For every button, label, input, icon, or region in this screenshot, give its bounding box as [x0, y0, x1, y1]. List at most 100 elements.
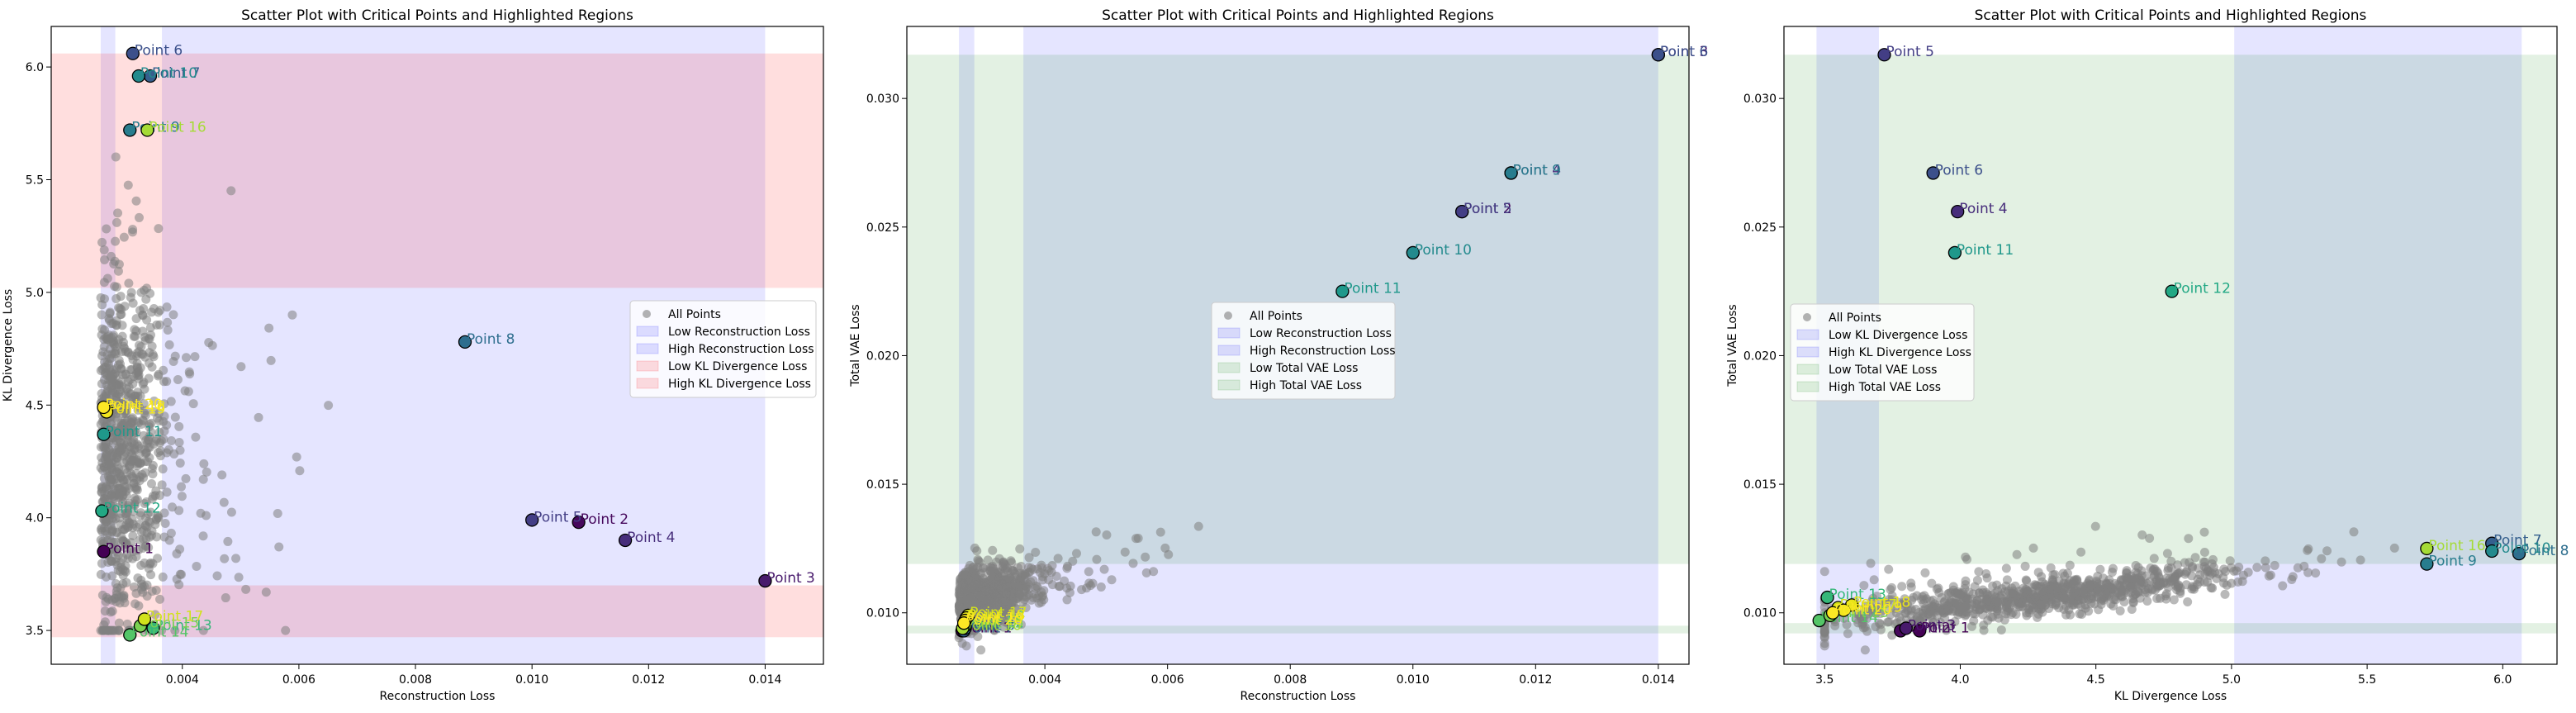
background-point	[1843, 629, 1853, 639]
background-point	[2134, 579, 2144, 589]
background-point	[1004, 573, 1014, 583]
background-point	[1016, 562, 1026, 572]
legend-entry: High KL Divergence Loss	[668, 378, 811, 391]
background-point	[198, 474, 208, 484]
critical-point-label-18: Point 18	[108, 399, 165, 416]
legend-entry: Low Reconstruction Loss	[668, 326, 810, 339]
background-point	[135, 444, 145, 454]
background-point	[153, 512, 163, 522]
background-point	[1131, 534, 1141, 544]
background-point	[145, 507, 155, 517]
background-point	[119, 476, 129, 486]
background-point	[100, 617, 110, 627]
background-point	[2118, 592, 2128, 601]
background-point	[2199, 547, 2209, 557]
legend-entry: Low Total VAE Loss	[1829, 364, 1937, 377]
background-point	[121, 538, 131, 548]
background-point	[2038, 584, 2048, 594]
chart-panel-2: Point 1 Point 2 Point 3 Point 4 Point 5 Point…	[849, 7, 1708, 703]
x-tick-label: 0.006	[282, 673, 315, 687]
background-point	[2181, 580, 2191, 590]
background-point	[2023, 588, 2033, 598]
critical-point-label-16: Point 16	[149, 119, 206, 135]
background-point	[1062, 595, 1072, 605]
background-point	[2093, 571, 2103, 581]
background-point	[155, 491, 165, 501]
critical-point-label-3: Point 3	[1908, 617, 1956, 634]
background-point	[1970, 582, 1980, 592]
critical-point-label-12: Point 12	[2174, 281, 2231, 297]
region-3	[51, 585, 823, 638]
critical-point-10	[131, 69, 145, 83]
background-point	[2000, 615, 2009, 625]
background-point	[1014, 588, 1024, 598]
background-point	[1141, 568, 1151, 578]
background-point	[154, 224, 164, 234]
background-point	[114, 618, 124, 628]
background-point	[2134, 587, 2144, 597]
legend-box	[1211, 302, 1396, 400]
background-point	[107, 516, 117, 525]
background-point	[2128, 598, 2138, 608]
background-point	[1032, 564, 1042, 574]
region-1	[959, 26, 975, 664]
background-point	[2021, 575, 2031, 585]
background-point	[266, 355, 276, 365]
background-point	[993, 594, 1003, 604]
legend-entry: Low KL Divergence Loss	[668, 360, 807, 373]
background-point	[2311, 568, 2321, 578]
background-point	[2086, 592, 2096, 602]
y-tick-label: 6.0	[26, 61, 44, 74]
background-point	[136, 419, 146, 429]
background-point	[2222, 580, 2232, 590]
background-point	[1092, 554, 1102, 564]
background-point	[134, 373, 144, 383]
background-point	[198, 625, 208, 635]
background-point	[1883, 617, 1893, 627]
background-point	[162, 487, 172, 497]
background-point	[153, 554, 163, 563]
background-point	[2208, 554, 2218, 564]
background-point	[996, 584, 1006, 594]
critical-point-label-4: Point 4	[1513, 162, 1561, 178]
background-point	[1893, 597, 1903, 607]
chart-panel-1: Point 1 Point 2 Point 3 Point 4 Point 5 Point…	[2, 7, 824, 703]
critical-point-label-10: Point 10	[1415, 242, 1472, 259]
legend-entry: High Reconstruction Loss	[668, 343, 814, 356]
background-point	[133, 392, 143, 402]
x-axis-label: Reconstruction Loss	[1241, 690, 1356, 703]
background-point	[1065, 587, 1075, 597]
background-point	[1996, 625, 2006, 635]
background-point	[1053, 554, 1063, 563]
background-point	[158, 572, 168, 582]
background-point	[2111, 595, 2121, 605]
region-2	[2234, 26, 2522, 664]
background-point	[1886, 585, 1895, 595]
critical-point-label-6: Point 6	[1935, 162, 1983, 178]
background-point	[97, 559, 107, 568]
background-point	[1876, 625, 1886, 635]
critical-point-label-9: Point 9	[1513, 162, 1561, 178]
background-point	[2094, 605, 2104, 615]
background-point	[1051, 571, 1061, 581]
x-tick-label: 4.5	[2087, 673, 2105, 687]
region-3	[907, 625, 1689, 634]
background-point	[2293, 563, 2303, 573]
legend-marker	[1803, 313, 1811, 321]
background-point	[2090, 521, 2100, 531]
background-point	[2009, 597, 2019, 607]
background-point	[148, 349, 158, 359]
x-tick-label: 0.006	[1151, 673, 1184, 687]
legend-swatch	[1796, 364, 1819, 375]
background-point	[2161, 594, 2171, 604]
background-point	[1967, 621, 1977, 631]
background-point	[2046, 563, 2056, 573]
background-point	[144, 543, 154, 553]
background-point	[1982, 573, 1992, 583]
critical-point-6	[1926, 166, 1940, 180]
background-point	[116, 428, 126, 438]
background-point	[2303, 545, 2313, 555]
background-point	[954, 602, 964, 612]
critical-point-label-1: Point 1	[106, 541, 154, 558]
critical-point-4	[1951, 204, 1965, 219]
